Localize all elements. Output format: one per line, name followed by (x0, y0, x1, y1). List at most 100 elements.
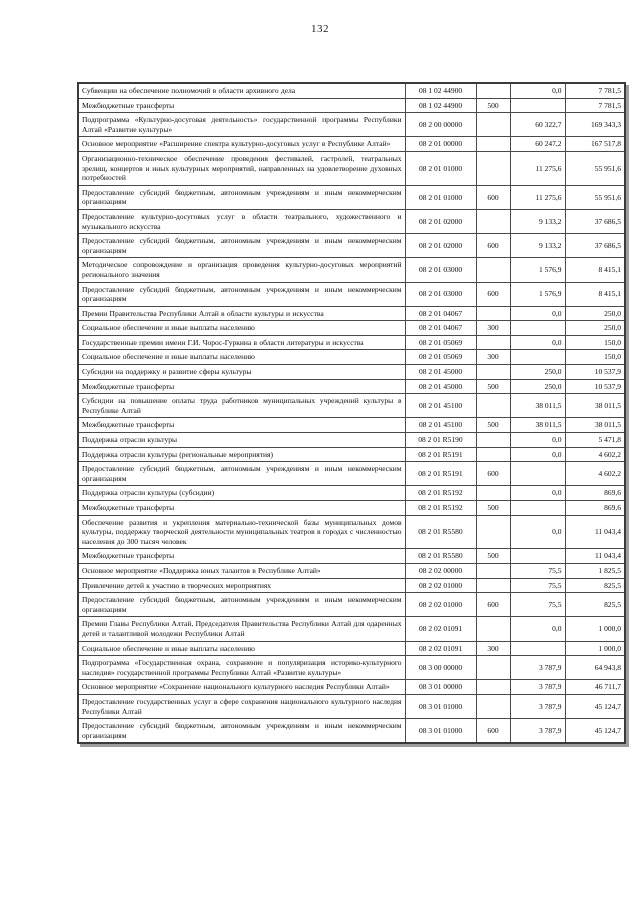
row-amount-1-cell: 38 011,5 (509, 393, 566, 419)
row-classification-code-cell: 08 2 01 R5192 (404, 485, 477, 501)
table-row: Межбюджетные трансферты 08 2 01 R5580 50… (77, 548, 626, 564)
row-expense-type-cell (475, 655, 511, 681)
row-name-cell: Методическое сопровождение и организация… (77, 257, 406, 283)
row-expense-type-cell: 600 (475, 184, 511, 210)
row-amount-2-cell: 1 825,5 (564, 562, 626, 579)
row-expense-type-cell (475, 112, 511, 138)
row-expense-type-cell (475, 305, 511, 322)
row-amount-1-cell: 0,0 (509, 446, 566, 463)
row-amount-2-cell: 250,0 (564, 305, 626, 322)
row-amount-1-cell: 60 322,7 (509, 112, 566, 138)
table-row: Поддержка отрасли культуры 08 2 01 R5190… (77, 432, 626, 448)
row-amount-1-cell: 11 275,6 (509, 150, 566, 186)
row-amount-1-cell: 11 275,6 (509, 184, 566, 210)
table-row: Организационно-техническое обеспечение п… (77, 150, 626, 186)
row-classification-code-cell: 08 2 01 R5580 (404, 514, 477, 550)
row-amount-1-cell: 0,0 (509, 616, 566, 642)
row-classification-code-cell: 08 2 01 03000 (404, 257, 477, 283)
row-expense-type-cell (475, 393, 511, 419)
row-amount-2-cell: 11 043,4 (564, 514, 626, 550)
row-name-cell: Предоставление субсидий бюджетным, автон… (77, 281, 406, 307)
row-name-cell: Предоставление государственных услуг в с… (77, 693, 406, 720)
row-expense-type-cell (475, 432, 511, 448)
row-amount-2-cell: 38 011,5 (564, 393, 626, 419)
row-amount-2-cell: 4 602,2 (564, 446, 626, 463)
table-row: Субсидии на поддержку и развитие сферы к… (77, 364, 626, 380)
row-amount-2-cell: 55 951,6 (564, 150, 626, 186)
row-amount-2-cell: 5 471,8 (564, 432, 626, 448)
table-row: Предоставление субсидий бюджетным, автон… (77, 281, 626, 307)
row-amount-2-cell: 825,5 (564, 577, 626, 594)
row-expense-type-cell (475, 334, 511, 351)
row-amount-1-cell: 0,0 (509, 82, 566, 99)
row-expense-type-cell: 500 (475, 378, 511, 395)
row-name-cell: Предоставление субсидий бюджетным, автон… (77, 184, 406, 210)
row-amount-2-cell: 46 711,7 (564, 679, 626, 695)
row-name-cell: Подпрограмма «Государственная охрана, со… (77, 655, 406, 681)
row-amount-1-cell: 3 787,9 (509, 718, 566, 744)
row-classification-code-cell: 08 3 01 01000 (404, 693, 477, 720)
row-classification-code-cell: 08 2 01 R5580 (404, 548, 477, 564)
row-amount-2-cell: 64 943,8 (564, 655, 626, 681)
row-expense-type-cell: 500 (475, 548, 511, 564)
row-expense-type-cell: 600 (475, 592, 511, 618)
row-amount-1-cell (509, 97, 566, 114)
table-row: Премии Правительства Республики Алтай в … (77, 305, 626, 322)
table-row: Предоставление субсидий бюджетным, автон… (77, 718, 626, 744)
table-row: Межбюджетные трансферты 08 1 02 44900 50… (77, 97, 626, 114)
table-row: Государственные премии имени Г.И. Чорос-… (77, 334, 626, 351)
row-amount-1-cell: 250,0 (509, 364, 566, 380)
row-name-cell: Межбюджетные трансферты (77, 500, 406, 516)
table-row: Межбюджетные трансферты 08 2 01 45100 50… (77, 417, 626, 434)
row-classification-code-cell: 08 2 01 45000 (404, 378, 477, 395)
row-classification-code-cell: 08 2 02 01000 (404, 577, 477, 594)
row-expense-type-cell: 500 (475, 417, 511, 434)
row-amount-2-cell: 150,0 (564, 334, 626, 351)
table-row: Межбюджетные трансферты 08 2 01 45000 50… (77, 378, 626, 395)
row-expense-type-cell: 600 (475, 718, 511, 744)
table-row: Обеспечение развития и укрепления матери… (77, 514, 626, 550)
row-amount-1-cell: 3 787,9 (509, 693, 566, 720)
row-name-cell: Межбюджетные трансферты (77, 97, 406, 114)
row-classification-code-cell: 08 2 02 01091 (404, 640, 477, 657)
row-classification-code-cell: 08 2 01 01000 (404, 150, 477, 186)
row-classification-code-cell: 08 2 01 02000 (404, 208, 477, 235)
row-amount-2-cell: 250,0 (564, 320, 626, 336)
row-amount-1-cell (509, 349, 566, 366)
table-row: Предоставление культурно-досуговых услуг… (77, 208, 626, 235)
row-name-cell: Межбюджетные трансферты (77, 417, 406, 434)
budget-table-body: Субвенции на обеспечение полномочий в об… (77, 82, 626, 744)
table-row: Социальное обеспечение и иные выплаты на… (77, 640, 626, 657)
row-name-cell: Поддержка отрасли культуры (региональные… (77, 446, 406, 463)
budget-table: Субвенции на обеспечение полномочий в об… (77, 82, 626, 745)
table-row: Предоставление субсидий бюджетным, автон… (77, 184, 626, 210)
table-row: Межбюджетные трансферты 08 2 01 R5192 50… (77, 500, 626, 516)
row-name-cell: Предоставление субсидий бюджетным, автон… (77, 233, 406, 259)
row-expense-type-cell (475, 364, 511, 380)
row-expense-type-cell: 300 (475, 640, 511, 657)
row-amount-1-cell: 9 133,2 (509, 233, 566, 259)
row-name-cell: Поддержка отрасли культуры (субсидии) (77, 485, 406, 501)
row-classification-code-cell: 08 2 01 01000 (404, 184, 477, 210)
row-classification-code-cell: 08 3 00 00000 (404, 655, 477, 681)
row-amount-1-cell: 0,0 (509, 432, 566, 448)
row-amount-1-cell (509, 320, 566, 336)
row-amount-2-cell: 10 537,9 (564, 364, 626, 380)
table-row: Поддержка отрасли культуры (субсидии) 08… (77, 485, 626, 501)
row-amount-1-cell: 0,0 (509, 485, 566, 501)
row-classification-code-cell: 08 2 01 04067 (404, 320, 477, 336)
table-row: Подпрограмма «Культурно-досуговая деятел… (77, 112, 626, 138)
row-classification-code-cell: 08 1 02 44900 (404, 82, 477, 99)
row-amount-1-cell: 0,0 (509, 514, 566, 550)
row-classification-code-cell: 08 2 01 R5192 (404, 500, 477, 516)
table-row: Методическое сопровождение и организация… (77, 257, 626, 283)
row-amount-1-cell: 3 787,9 (509, 679, 566, 695)
row-classification-code-cell: 08 2 02 01091 (404, 616, 477, 642)
row-amount-1-cell: 0,0 (509, 305, 566, 322)
row-amount-1-cell: 75,5 (509, 577, 566, 594)
row-amount-1-cell: 0,0 (509, 334, 566, 351)
row-amount-2-cell: 11 043,4 (564, 548, 626, 564)
row-name-cell: Социальное обеспечение и иные выплаты на… (77, 349, 406, 366)
row-expense-type-cell (475, 616, 511, 642)
row-amount-1-cell (509, 640, 566, 657)
